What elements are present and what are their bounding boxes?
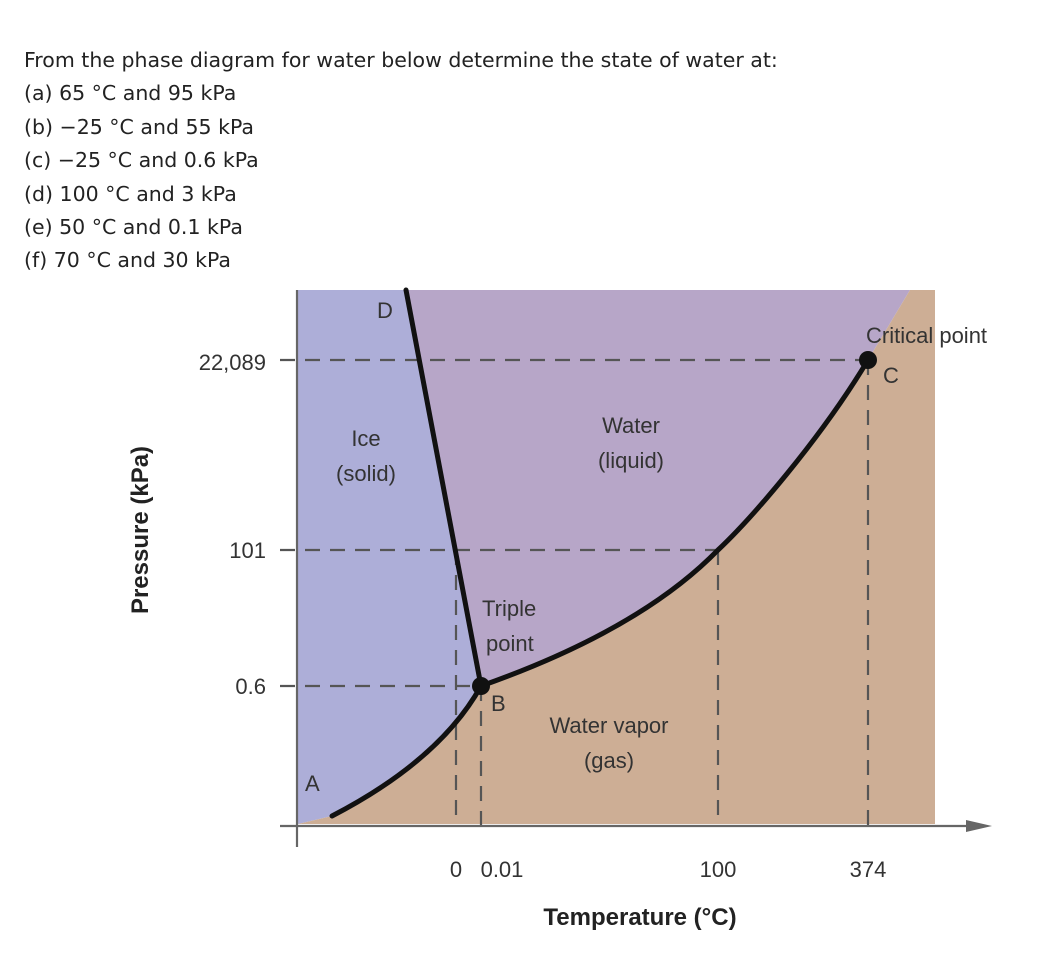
solid-label-line1: Ice xyxy=(351,426,380,451)
critical-point-label: Critical point xyxy=(866,323,987,348)
question-item-f: (f) 70 °C and 30 kPa xyxy=(24,248,231,273)
solid-region xyxy=(298,290,481,824)
question-item-b: (b) −25 °C and 55 kPa xyxy=(24,114,254,139)
liquid-region xyxy=(406,290,910,686)
axes xyxy=(280,290,970,847)
triple-point-label-line2: point xyxy=(486,631,534,656)
point-label-d: D xyxy=(377,298,393,323)
y-tick-101: 101 xyxy=(229,538,266,563)
point-label-c: C xyxy=(883,363,899,388)
liquid-label-line1: Water xyxy=(602,413,660,438)
liquid-label-line2: (liquid) xyxy=(598,448,664,473)
question-prompt: From the phase diagram for water below d… xyxy=(24,48,778,72)
gas-region xyxy=(298,290,935,824)
point-label-a: A xyxy=(305,771,320,796)
question-item-d: (d) 100 °C and 3 kPa xyxy=(24,181,237,206)
solid-label-line2: (solid) xyxy=(336,461,396,486)
critical-point-marker xyxy=(859,351,877,369)
x-tick-0.01: 0.01 xyxy=(481,857,524,882)
x-tick-374: 374 xyxy=(850,857,887,882)
vaporization-curve xyxy=(478,357,871,689)
question-item-e: (e) 50 °C and 0.1 kPa xyxy=(24,215,243,240)
sublimation-curve xyxy=(329,683,484,819)
x-tick-0: 0 xyxy=(450,857,462,882)
x-tick-100: 100 xyxy=(700,857,737,882)
gas-label-line1: Water vapor xyxy=(549,713,668,738)
melting-curve xyxy=(403,287,484,689)
y-tick-0.6: 0.6 xyxy=(235,674,266,699)
triple-point-marker xyxy=(472,677,490,695)
point-label-b: B xyxy=(491,691,506,716)
gas-label-line2: (gas) xyxy=(584,748,634,773)
guide-lines xyxy=(280,358,870,826)
question-block: From the phase diagram for water below d… xyxy=(24,44,778,278)
x-axis-arrow xyxy=(966,820,992,832)
x-axis-title: Temperature (°C) xyxy=(543,904,736,931)
question-item-a: (a) 65 °C and 95 kPa xyxy=(24,81,237,106)
y-tick-22089: 22,089 xyxy=(199,350,266,375)
triple-point-label-line1: Triple xyxy=(482,596,536,621)
phase-boundaries xyxy=(329,287,871,819)
y-axis-title: Pressure (kPa) xyxy=(127,446,154,614)
question-item-c: (c) −25 °C and 0.6 kPa xyxy=(24,148,259,173)
